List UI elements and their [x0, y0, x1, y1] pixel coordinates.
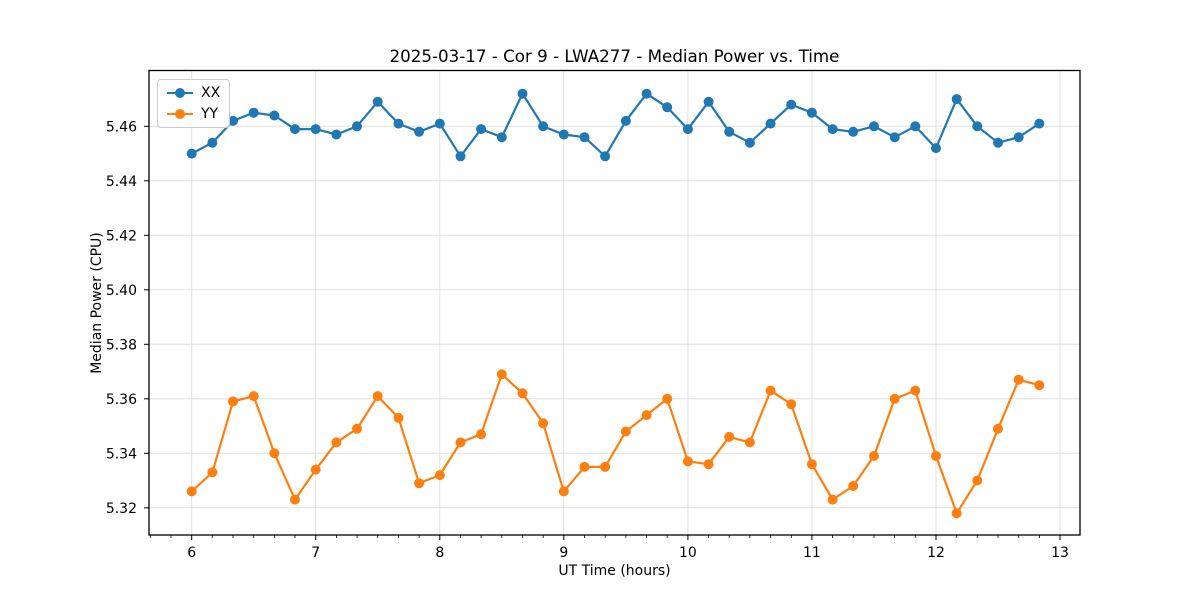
svg-text:5.44: 5.44	[106, 174, 137, 190]
svg-text:5.34: 5.34	[106, 446, 137, 462]
legend: XX YY	[157, 79, 231, 128]
svg-text:11: 11	[803, 545, 821, 561]
svg-text:8: 8	[435, 545, 444, 561]
x-axis-label: UT Time (hours)	[558, 563, 671, 579]
legend-item-yy: YY	[167, 107, 220, 121]
svg-text:5.38: 5.38	[106, 337, 137, 353]
svg-text:5.40: 5.40	[106, 283, 137, 299]
svg-text:5.42: 5.42	[106, 228, 137, 244]
svg-text:7: 7	[311, 545, 320, 561]
legend-marker-xx	[175, 88, 185, 98]
legend-line-sample-yy	[167, 109, 193, 119]
svg-text:6: 6	[187, 545, 196, 561]
svg-text:9: 9	[559, 545, 568, 561]
svg-text:13: 13	[1051, 545, 1069, 561]
svg-text:5.46: 5.46	[106, 119, 137, 135]
legend-label-xx: XX	[201, 85, 221, 101]
chart-title: 2025-03-17 - Cor 9 - LWA277 - Median Pow…	[389, 46, 840, 66]
svg-text:12: 12	[927, 545, 945, 561]
legend-line-sample-xx	[167, 88, 193, 98]
legend-marker-yy	[175, 109, 185, 119]
legend-item-xx: XX	[167, 86, 220, 100]
svg-text:10: 10	[679, 545, 697, 561]
svg-text:5.36: 5.36	[106, 392, 137, 408]
legend-label-yy: YY	[201, 106, 219, 122]
svg-text:5.32: 5.32	[106, 501, 137, 517]
y-axis-label: Median Power (CPU)	[89, 232, 105, 374]
